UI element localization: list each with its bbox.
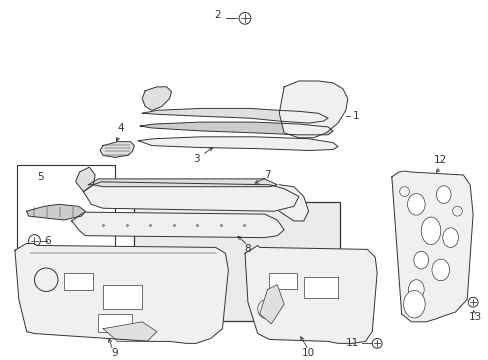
- Text: 13: 13: [468, 312, 481, 322]
- Ellipse shape: [413, 251, 427, 269]
- Polygon shape: [140, 122, 332, 135]
- Polygon shape: [83, 182, 298, 211]
- Text: 9: 9: [111, 348, 118, 358]
- Bar: [103, 285, 142, 309]
- Polygon shape: [138, 137, 337, 150]
- Polygon shape: [103, 322, 157, 341]
- Bar: [269, 273, 296, 288]
- Polygon shape: [88, 179, 277, 187]
- Polygon shape: [391, 171, 472, 322]
- Text: 5: 5: [37, 172, 43, 182]
- Polygon shape: [259, 285, 284, 324]
- Ellipse shape: [407, 280, 423, 299]
- Polygon shape: [27, 204, 85, 220]
- Text: 10: 10: [302, 348, 315, 358]
- Text: 6: 6: [44, 235, 51, 246]
- Polygon shape: [142, 108, 327, 123]
- Ellipse shape: [420, 217, 440, 244]
- Ellipse shape: [403, 291, 424, 318]
- Ellipse shape: [442, 228, 457, 247]
- Ellipse shape: [407, 194, 424, 215]
- Bar: [17, 165, 115, 258]
- Polygon shape: [142, 87, 171, 111]
- Polygon shape: [15, 243, 228, 343]
- Polygon shape: [72, 212, 284, 238]
- Bar: [134, 202, 340, 321]
- Text: 7: 7: [264, 170, 271, 180]
- Text: 1: 1: [352, 111, 359, 121]
- Bar: [64, 273, 93, 291]
- Text: 11: 11: [346, 338, 359, 348]
- Text: 3: 3: [192, 148, 212, 164]
- Polygon shape: [100, 142, 134, 157]
- Text: 2: 2: [213, 10, 220, 21]
- Text: 8: 8: [244, 243, 251, 253]
- Polygon shape: [76, 167, 95, 192]
- Text: 4: 4: [117, 123, 124, 133]
- Bar: [303, 277, 337, 298]
- Text: 12: 12: [433, 155, 447, 165]
- Polygon shape: [244, 246, 376, 343]
- Polygon shape: [279, 81, 347, 138]
- Ellipse shape: [431, 259, 448, 281]
- Ellipse shape: [435, 186, 450, 203]
- Bar: [98, 314, 132, 332]
- Polygon shape: [279, 185, 308, 221]
